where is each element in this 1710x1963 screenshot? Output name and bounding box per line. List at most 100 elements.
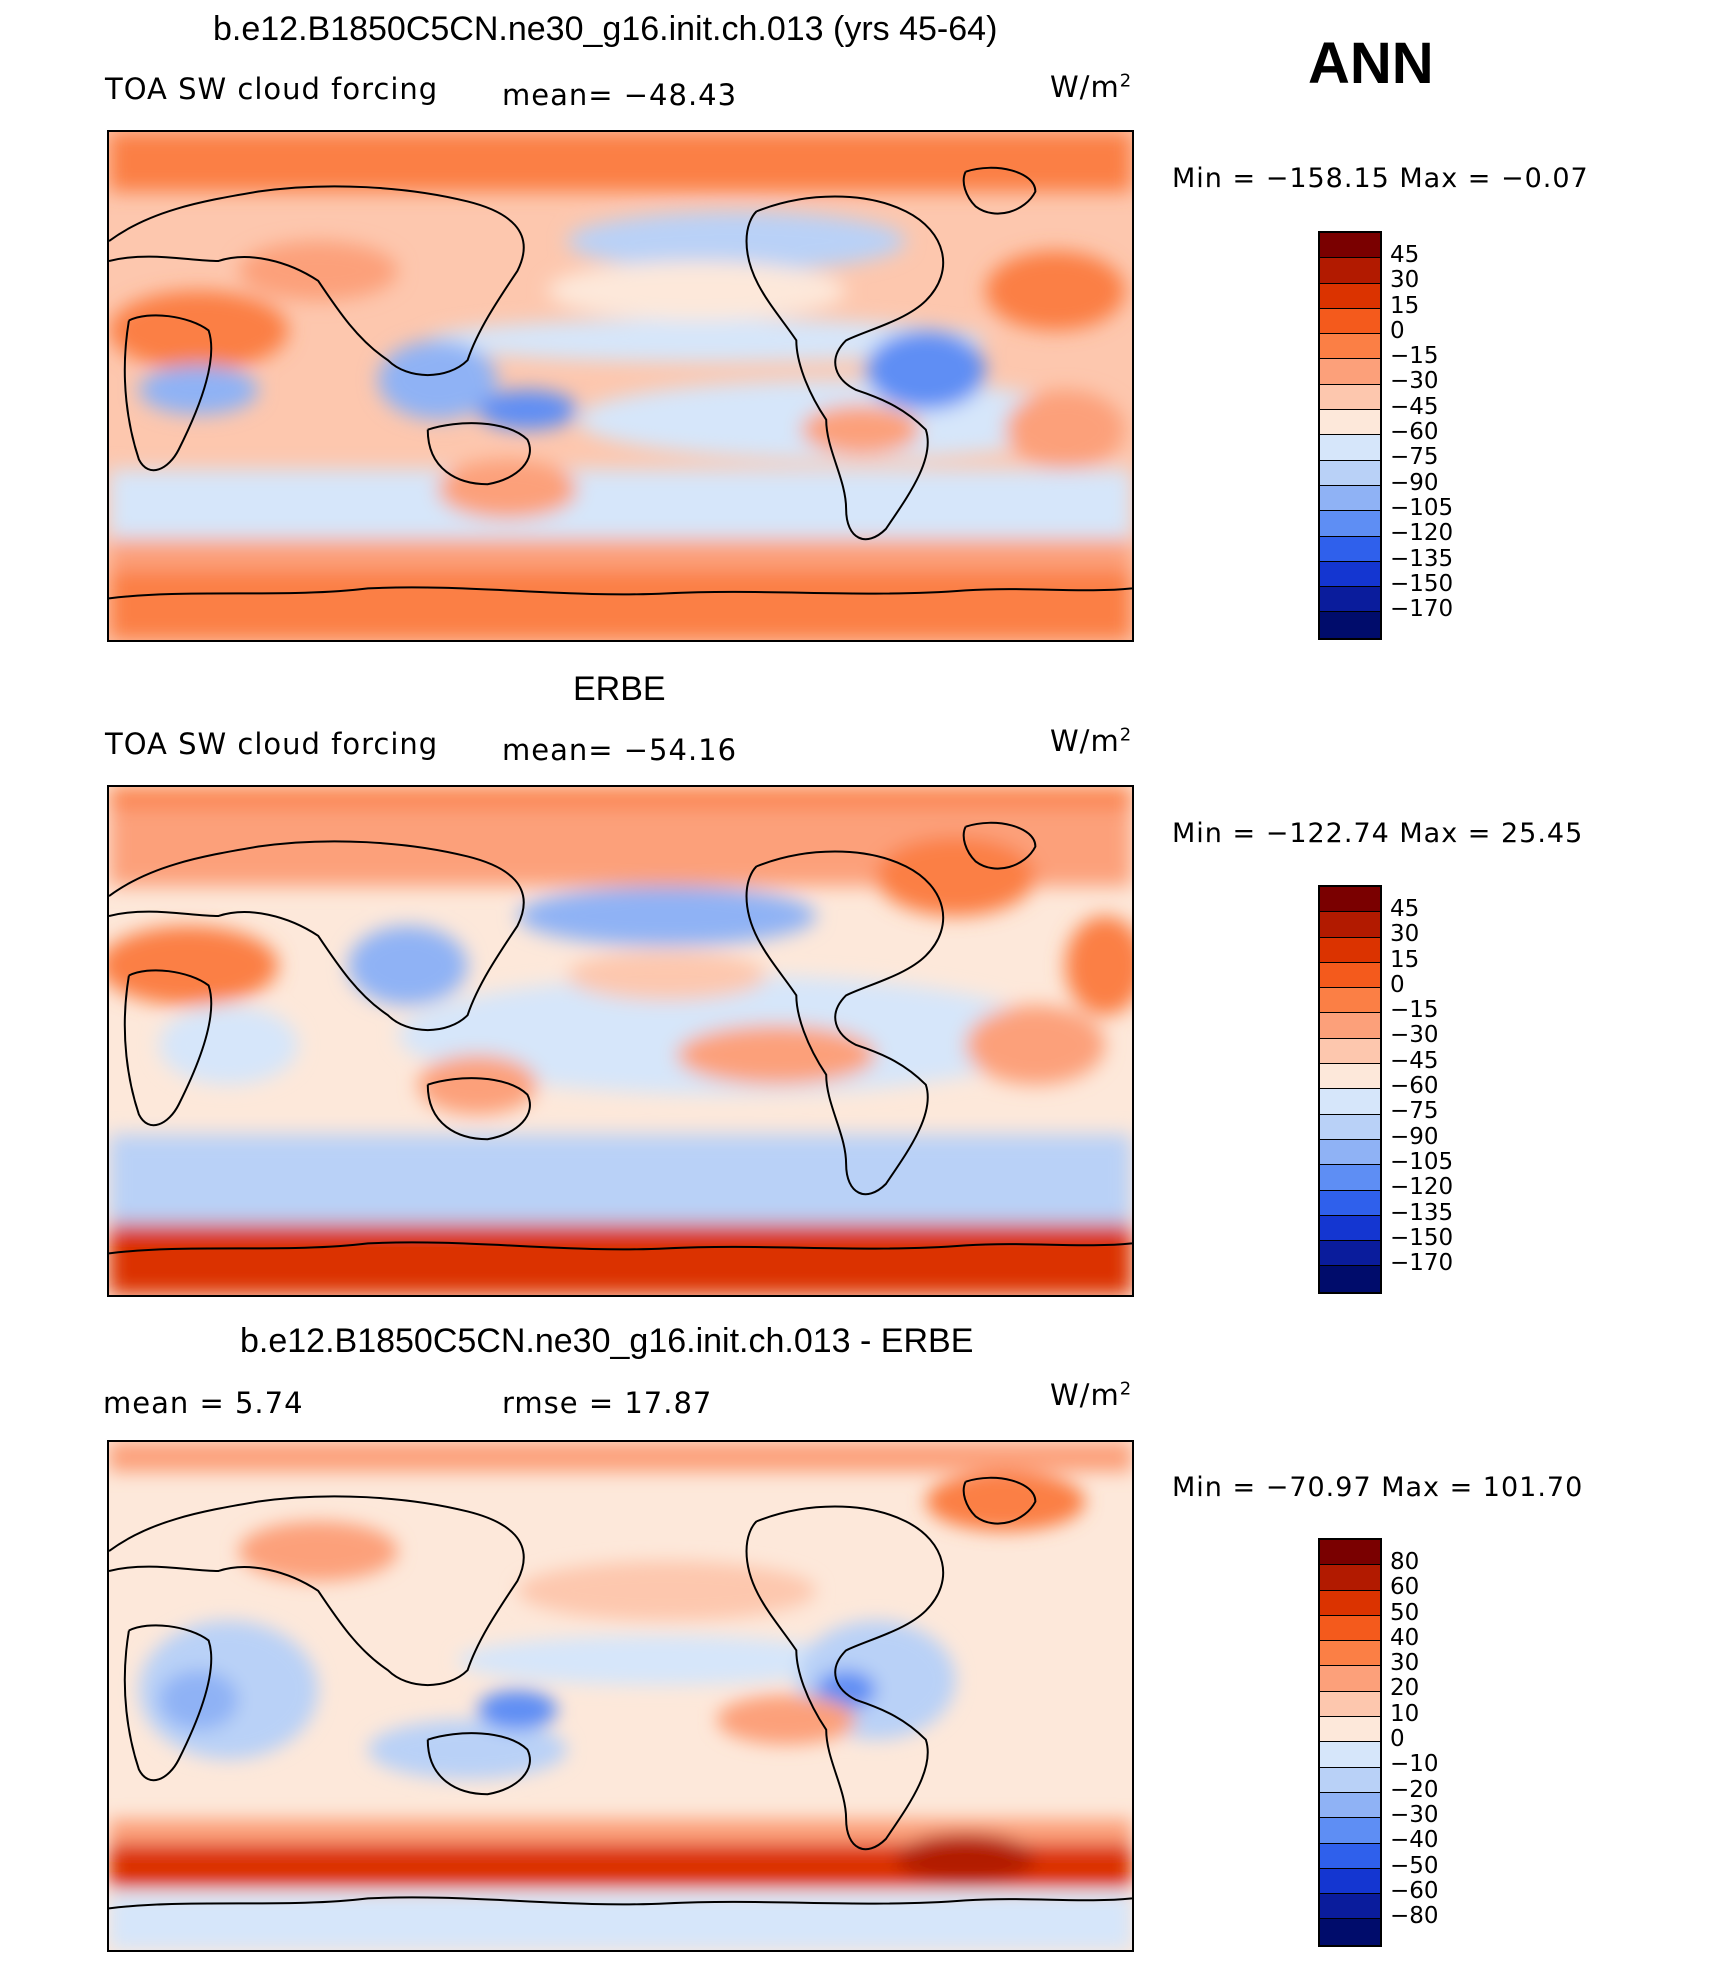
colorbar	[1318, 885, 1382, 1294]
colorbar-tick-label: 30	[1390, 1650, 1420, 1677]
colorbar-cell	[1320, 258, 1380, 284]
panel-title: ERBE	[573, 670, 666, 708]
mean-label: mean = 5.74	[103, 1386, 304, 1420]
colorbar-tick-label: 45	[1390, 242, 1420, 268]
colorbar-cell	[1320, 962, 1380, 989]
field-shading	[109, 132, 1132, 640]
units-label: W/m2	[1050, 724, 1133, 758]
colorbar-cell	[1320, 485, 1380, 512]
coastlines	[109, 1476, 1132, 1910]
colorbar-cell	[1320, 1742, 1380, 1768]
colorbar	[1318, 231, 1382, 640]
colorbar-cell	[1320, 334, 1380, 360]
colorbar-cell	[1320, 410, 1380, 436]
colorbar-tick-label: 0	[1390, 971, 1405, 998]
map-difference	[107, 1440, 1134, 1952]
colorbar-cell	[1320, 1215, 1380, 1242]
min-max-label: Min = −158.15 Max = −0.07	[1172, 163, 1589, 194]
colorbar-cell	[1320, 1615, 1380, 1642]
colorbar-cell	[1320, 384, 1380, 411]
colorbar-cell	[1320, 937, 1380, 963]
mean-label: mean= −54.16	[502, 733, 738, 767]
colorbar-cell	[1320, 1666, 1380, 1692]
map-svg	[109, 787, 1132, 1295]
colorbar-cell	[1320, 988, 1380, 1014]
colorbar-tick-label: −90	[1390, 469, 1439, 496]
colorbar-tick-label: 15	[1390, 292, 1420, 319]
rmse-label: rmse = 17.87	[502, 1386, 713, 1420]
colorbar-tick-label: −150	[1390, 570, 1454, 597]
colorbar-cell	[1320, 1590, 1380, 1616]
colorbar-tick-label: 50	[1390, 1599, 1420, 1626]
colorbar-tick-label: 80	[1390, 1549, 1420, 1575]
colorbar-tick-label: −105	[1390, 1148, 1454, 1175]
map-svg	[109, 1442, 1132, 1950]
coastlines	[109, 821, 1132, 1255]
coastlines	[109, 166, 1132, 600]
field-shading	[109, 1442, 1132, 1950]
colorbar-tick-label: −60	[1390, 1073, 1439, 1100]
colorbar-cell	[1320, 233, 1380, 259]
colorbar-tick-label: −30	[1390, 368, 1439, 395]
colorbar-tick-label: −10	[1390, 1751, 1439, 1778]
colorbar-tick-label: 20	[1390, 1675, 1420, 1702]
map-model	[107, 130, 1134, 642]
panel-title: b.e12.B1850C5CN.ne30_g16.init.ch.013 - E…	[240, 1322, 974, 1360]
colorbar-tick-label: −45	[1390, 1047, 1439, 1074]
colorbar-tick-label: −120	[1390, 520, 1454, 547]
colorbar-tick-label: −135	[1390, 545, 1454, 572]
units-label: W/m2	[1050, 70, 1133, 104]
colorbar-labels: 45 30 15 0 −15 −30 −45 −60 −75 −90 −105 …	[1390, 896, 1454, 1277]
colorbar-tick-label: 30	[1390, 267, 1420, 294]
colorbar-cell	[1320, 561, 1380, 588]
variable-label: TOA SW cloud forcing	[105, 727, 439, 761]
variable-label: TOA SW cloud forcing	[105, 72, 439, 106]
colorbar-cell	[1320, 1843, 1380, 1869]
min-max-label: Min = −122.74 Max = 25.45	[1172, 818, 1584, 849]
colorbar-cell	[1320, 1266, 1380, 1292]
colorbar-tick-label: −170	[1390, 1250, 1454, 1277]
colorbar-cell	[1320, 1165, 1380, 1191]
season-label: ANN	[1308, 31, 1434, 96]
colorbar-tick-label: −80	[1390, 1903, 1439, 1930]
map-observations	[107, 785, 1134, 1297]
colorbar-cell	[1320, 1641, 1380, 1667]
colorbar-tick-label: −40	[1390, 1827, 1439, 1854]
colorbar-tick-label: −60	[1390, 1877, 1439, 1904]
colorbar-cell	[1320, 1013, 1380, 1039]
colorbar-cell	[1320, 511, 1380, 537]
colorbar-tick-label: 0	[1390, 1726, 1405, 1753]
colorbar-tick-label: 0	[1390, 317, 1405, 344]
colorbar-tick-label: −60	[1390, 419, 1439, 446]
colorbar	[1318, 1538, 1382, 1947]
colorbar-cell	[1320, 912, 1380, 938]
colorbar-tick-label: −150	[1390, 1224, 1454, 1251]
colorbar-tick-label: −75	[1390, 1098, 1439, 1125]
colorbar-tick-label: −20	[1390, 1776, 1439, 1803]
colorbar-tick-label: 45	[1390, 896, 1420, 922]
colorbar-tick-label: −15	[1390, 343, 1439, 370]
colorbar-tick-label: 40	[1390, 1624, 1420, 1651]
min-max-label: Min = −70.97 Max = 101.70	[1172, 1472, 1584, 1503]
colorbar-cell	[1320, 1089, 1380, 1115]
colorbar-cell	[1320, 1139, 1380, 1166]
colorbar-cell	[1320, 435, 1380, 461]
colorbar-cell	[1320, 1818, 1380, 1844]
colorbar-cell	[1320, 536, 1380, 562]
mean-label: mean= −48.43	[502, 78, 738, 112]
colorbar-cell	[1320, 308, 1380, 335]
colorbar-tick-label: −75	[1390, 444, 1439, 471]
colorbar-cell	[1320, 283, 1380, 309]
colorbar-cell	[1320, 1691, 1380, 1718]
panel-title: b.e12.B1850C5CN.ne30_g16.init.ch.013 (yr…	[213, 10, 998, 48]
colorbar-cell	[1320, 1190, 1380, 1216]
colorbar-tick-label: 30	[1390, 921, 1420, 948]
colorbar-tick-label: −90	[1390, 1123, 1439, 1150]
colorbar-cell	[1320, 1717, 1380, 1743]
colorbar-cell	[1320, 1868, 1380, 1895]
colorbar-cell	[1320, 1767, 1380, 1793]
colorbar-cell	[1320, 1894, 1380, 1920]
units-label: W/m2	[1050, 1378, 1133, 1412]
colorbar-tick-label: 60	[1390, 1574, 1420, 1601]
colorbar-cell	[1320, 460, 1380, 486]
